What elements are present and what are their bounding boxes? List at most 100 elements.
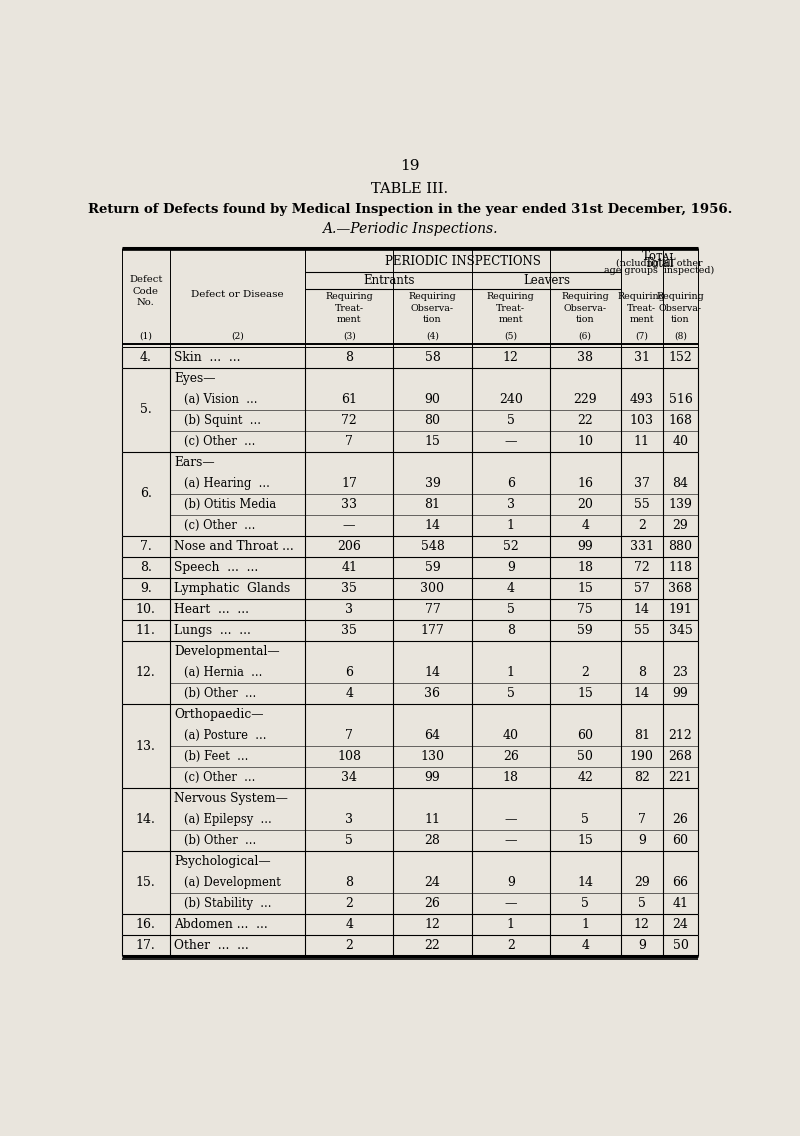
Text: 57: 57 <box>634 582 650 595</box>
Text: 34: 34 <box>341 771 357 784</box>
Text: 331: 331 <box>630 540 654 553</box>
Text: 1: 1 <box>506 918 514 932</box>
Text: 5.: 5. <box>140 403 152 416</box>
Text: (3): (3) <box>342 332 355 341</box>
Text: Requiring
Treat-
ment: Requiring Treat- ment <box>618 292 666 324</box>
Text: 26: 26 <box>503 750 518 763</box>
Text: 1: 1 <box>506 519 514 532</box>
Text: 1: 1 <box>581 918 589 932</box>
Text: 139: 139 <box>669 498 693 511</box>
Text: Requiring
Treat-
ment: Requiring Treat- ment <box>487 292 534 324</box>
Text: 130: 130 <box>421 750 445 763</box>
Text: 221: 221 <box>669 771 692 784</box>
Text: —: — <box>505 897 517 910</box>
Text: 24: 24 <box>673 918 689 932</box>
Text: Orthopaedic—: Orthopaedic— <box>174 708 264 721</box>
Text: 29: 29 <box>673 519 688 532</box>
Text: 118: 118 <box>669 561 693 574</box>
Text: 66: 66 <box>673 876 689 889</box>
Text: 14: 14 <box>634 687 650 700</box>
Text: 14: 14 <box>634 603 650 616</box>
Text: 9: 9 <box>638 834 646 847</box>
Text: age groups  inspected): age groups inspected) <box>605 266 714 275</box>
Text: 17.: 17. <box>136 939 155 952</box>
Text: 41: 41 <box>341 561 357 574</box>
Text: 6: 6 <box>345 666 353 679</box>
Text: (1): (1) <box>139 332 152 341</box>
Text: (ncludng all other: (ncludng all other <box>616 259 703 268</box>
Text: (a) Development: (a) Development <box>184 876 281 889</box>
Text: 268: 268 <box>669 750 693 763</box>
Text: Requiring
Treat-
ment: Requiring Treat- ment <box>326 292 373 324</box>
Text: Abdomen ...  ...: Abdomen ... ... <box>174 918 268 932</box>
Text: 14: 14 <box>425 519 441 532</box>
Text: 191: 191 <box>669 603 693 616</box>
Text: 168: 168 <box>669 414 693 427</box>
Text: 8.: 8. <box>140 561 152 574</box>
Text: 35: 35 <box>342 624 357 637</box>
Text: Lymphatic  Glands: Lymphatic Glands <box>174 582 290 595</box>
Text: 72: 72 <box>342 414 357 427</box>
Text: 2: 2 <box>507 939 514 952</box>
Text: Requiring
Observa-
tion: Requiring Observa- tion <box>657 292 704 324</box>
Text: (c) Other  ...: (c) Other ... <box>184 435 255 448</box>
Text: Speech  ...  ...: Speech ... ... <box>174 561 258 574</box>
Text: 17: 17 <box>342 477 357 490</box>
Text: (7): (7) <box>635 332 648 341</box>
Text: 1: 1 <box>506 666 514 679</box>
Text: 3: 3 <box>345 813 353 826</box>
Text: 99: 99 <box>425 771 440 784</box>
Text: 14.: 14. <box>136 813 156 826</box>
Text: Developmental—: Developmental— <box>174 645 280 658</box>
Text: 2: 2 <box>346 939 353 952</box>
Text: 177: 177 <box>421 624 444 637</box>
Text: 10: 10 <box>577 435 593 448</box>
Text: 59: 59 <box>425 561 440 574</box>
Text: 12.: 12. <box>136 666 155 679</box>
Text: 52: 52 <box>503 540 518 553</box>
Text: 31: 31 <box>634 351 650 364</box>
Text: (6): (6) <box>578 332 591 341</box>
Text: 16: 16 <box>577 477 593 490</box>
Text: (b) Squint  ...: (b) Squint ... <box>184 414 261 427</box>
Text: 9: 9 <box>507 561 514 574</box>
Text: 13.: 13. <box>136 740 156 752</box>
Text: 80: 80 <box>425 414 441 427</box>
Text: Total: Total <box>645 257 674 270</box>
Text: 548: 548 <box>421 540 445 553</box>
Text: 19: 19 <box>400 159 420 173</box>
Text: 29: 29 <box>634 876 650 889</box>
Text: 81: 81 <box>425 498 441 511</box>
Text: 4: 4 <box>581 519 589 532</box>
Text: 12: 12 <box>425 918 441 932</box>
Text: 82: 82 <box>634 771 650 784</box>
Text: 2: 2 <box>346 897 353 910</box>
Text: (a) Posture  ...: (a) Posture ... <box>184 729 266 742</box>
Text: 40: 40 <box>673 435 689 448</box>
Text: 22: 22 <box>425 939 440 952</box>
Text: 15: 15 <box>578 834 593 847</box>
Text: 7: 7 <box>346 729 353 742</box>
Text: 880: 880 <box>669 540 693 553</box>
Text: 37: 37 <box>634 477 650 490</box>
Text: 11: 11 <box>425 813 441 826</box>
Text: Nervous System—: Nervous System— <box>174 792 288 805</box>
Text: 14: 14 <box>425 666 441 679</box>
Text: (a) Epilepsy  ...: (a) Epilepsy ... <box>184 813 271 826</box>
Text: 9.: 9. <box>140 582 152 595</box>
Text: 300: 300 <box>421 582 445 595</box>
Text: 4: 4 <box>345 918 353 932</box>
Text: Ears—: Ears— <box>174 456 215 469</box>
Text: 4.: 4. <box>140 351 152 364</box>
Text: 8: 8 <box>345 351 353 364</box>
Text: 50: 50 <box>578 750 593 763</box>
Text: 5: 5 <box>507 687 514 700</box>
Text: 5: 5 <box>346 834 353 847</box>
Text: 3: 3 <box>345 603 353 616</box>
Text: 12: 12 <box>634 918 650 932</box>
Text: 240: 240 <box>499 393 522 406</box>
Text: 15: 15 <box>425 435 441 448</box>
Text: (a) Hernia  ...: (a) Hernia ... <box>184 666 262 679</box>
Text: —: — <box>505 435 517 448</box>
Text: 108: 108 <box>337 750 361 763</box>
